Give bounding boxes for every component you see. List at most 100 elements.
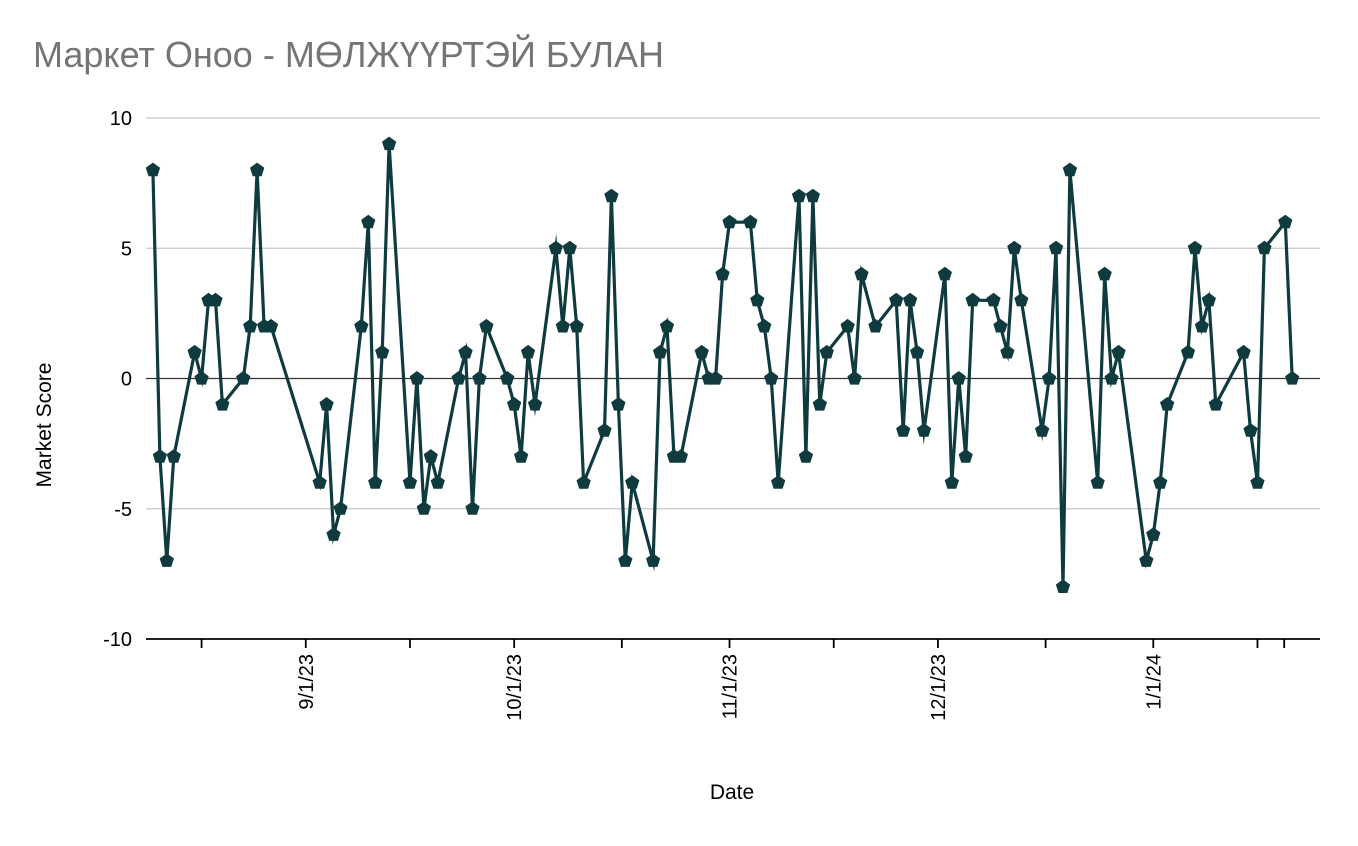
data-point: [555, 318, 570, 333]
y-axis-title: Market Score: [33, 363, 56, 488]
data-point: [1007, 240, 1022, 255]
data-point: [750, 292, 765, 307]
data-point: [868, 318, 883, 333]
data-point: [791, 188, 807, 203]
data-point: [764, 371, 779, 385]
data-point: [1090, 475, 1105, 489]
data-point: [368, 475, 383, 489]
data-point: [451, 371, 466, 385]
data-point: [722, 214, 737, 229]
data-point: [1250, 475, 1265, 489]
data-point: [903, 292, 918, 307]
data-point: [375, 344, 390, 359]
x-tick-label: 1/1/24: [1143, 654, 1165, 710]
data-point: [743, 214, 758, 229]
x-tick-label: 12/1/23: [928, 654, 950, 721]
data-point: [916, 423, 932, 437]
data-point: [333, 501, 348, 515]
data-point: [1208, 397, 1223, 411]
data-point: [708, 371, 723, 385]
data-point: [1041, 371, 1057, 385]
data-point: [1160, 397, 1175, 411]
data-point: [548, 240, 563, 255]
y-tick-label: 0: [121, 369, 132, 391]
series-path: [151, 144, 1294, 587]
data-point: [1153, 475, 1168, 489]
data-point: [951, 371, 966, 385]
x-tick-label: 9/1/23: [296, 654, 318, 710]
data-point: [1194, 318, 1209, 333]
y-tick-label: 5: [121, 238, 132, 260]
data-point: [1278, 214, 1293, 229]
data-point: [430, 475, 445, 489]
data-point: [514, 449, 529, 463]
data-point: [1048, 240, 1064, 255]
data-point: [361, 214, 376, 229]
data-point: [694, 344, 709, 359]
data-point: [646, 553, 661, 567]
data-point: [208, 292, 223, 307]
data-point: [993, 318, 1008, 333]
data-point: [625, 475, 640, 489]
chart-title: Маркет Оноо - МӨЛЖҮҮРТЭЙ БУЛАН: [33, 34, 664, 75]
data-point: [812, 397, 827, 411]
data-point: [1139, 553, 1154, 567]
data-point: [673, 449, 688, 463]
axes: [146, 377, 1320, 648]
data-point: [409, 371, 425, 385]
data-point: [263, 318, 279, 333]
data-point: [597, 423, 612, 437]
data-point: [1201, 292, 1216, 307]
series-markers: [145, 136, 1300, 593]
data-point: [382, 136, 397, 151]
data-point: [652, 344, 668, 359]
data-point: [319, 397, 334, 411]
data-point: [1014, 292, 1029, 307]
data-point: [1243, 423, 1258, 437]
data-point: [194, 371, 209, 385]
data-point: [896, 423, 911, 437]
data-point: [944, 475, 959, 489]
x-tick-label: 10/1/23: [504, 654, 526, 721]
data-point: [458, 344, 473, 359]
data-point: [798, 449, 814, 463]
data-point: [1187, 240, 1203, 255]
data-point: [1104, 371, 1119, 385]
data-point: [840, 318, 855, 333]
data-point: [715, 266, 730, 281]
x-tick-label: 11/1/23: [720, 654, 742, 719]
data-point: [236, 371, 251, 385]
data-point: [854, 266, 869, 281]
data-point: [1146, 527, 1161, 541]
data-point: [659, 318, 675, 333]
series-line: [151, 144, 1294, 587]
data-point: [889, 292, 904, 307]
data-point: [215, 397, 230, 411]
data-point: [243, 318, 258, 333]
data-point: [958, 449, 973, 463]
data-point: [152, 449, 167, 463]
data-point: [1285, 371, 1300, 385]
data-point: [145, 162, 161, 177]
data-point: [819, 344, 834, 359]
data-point: [312, 475, 327, 489]
data-point: [1257, 240, 1272, 255]
data-point: [771, 475, 786, 489]
data-point: [479, 318, 494, 333]
data-point: [507, 397, 522, 411]
data-point: [423, 449, 438, 463]
data-point: [1236, 344, 1251, 359]
data-point: [1035, 423, 1050, 437]
data-point: [1062, 162, 1078, 177]
data-point: [402, 475, 418, 489]
data-point: [187, 344, 202, 359]
data-point: [604, 188, 619, 203]
data-point: [159, 553, 174, 567]
data-point: [465, 501, 480, 515]
data-point: [562, 240, 577, 255]
data-point: [1180, 344, 1196, 359]
data-point: [569, 318, 584, 333]
data-point: [986, 292, 1001, 307]
data-point: [847, 371, 862, 385]
